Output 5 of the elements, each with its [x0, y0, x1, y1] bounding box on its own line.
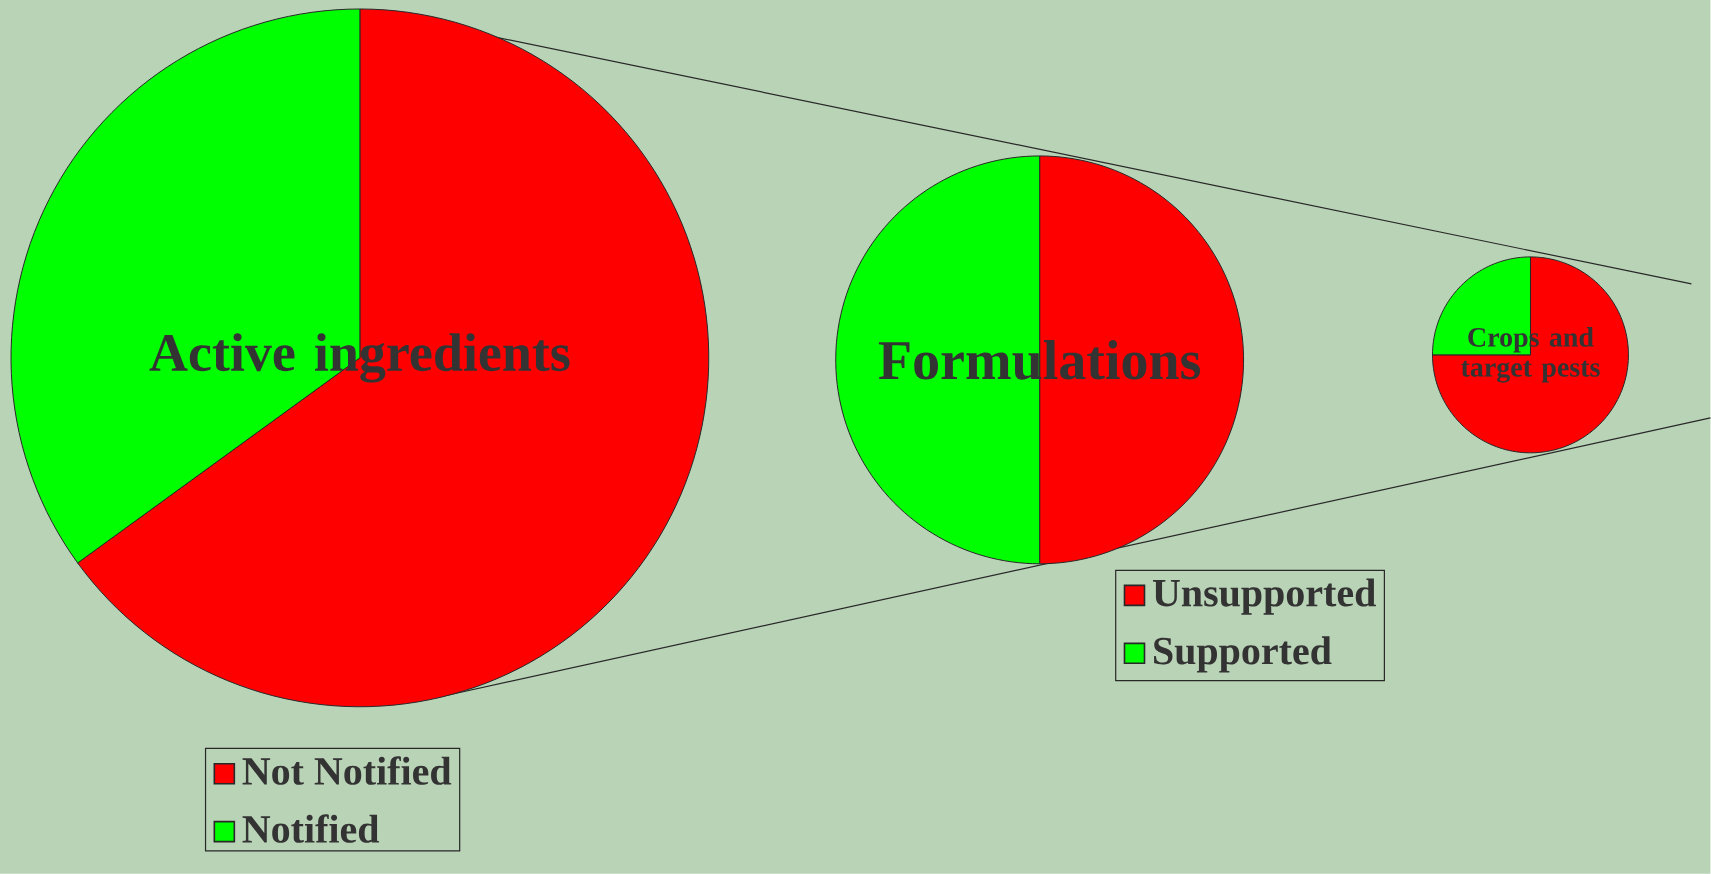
legend-label: Not Notified — [242, 756, 452, 786]
legend-label: Unsupported — [1152, 578, 1376, 615]
legend-label: Supported — [1154, 636, 1332, 673]
text: Formulations — [878, 340, 1201, 380]
legend-label: Notified — [242, 814, 380, 843]
